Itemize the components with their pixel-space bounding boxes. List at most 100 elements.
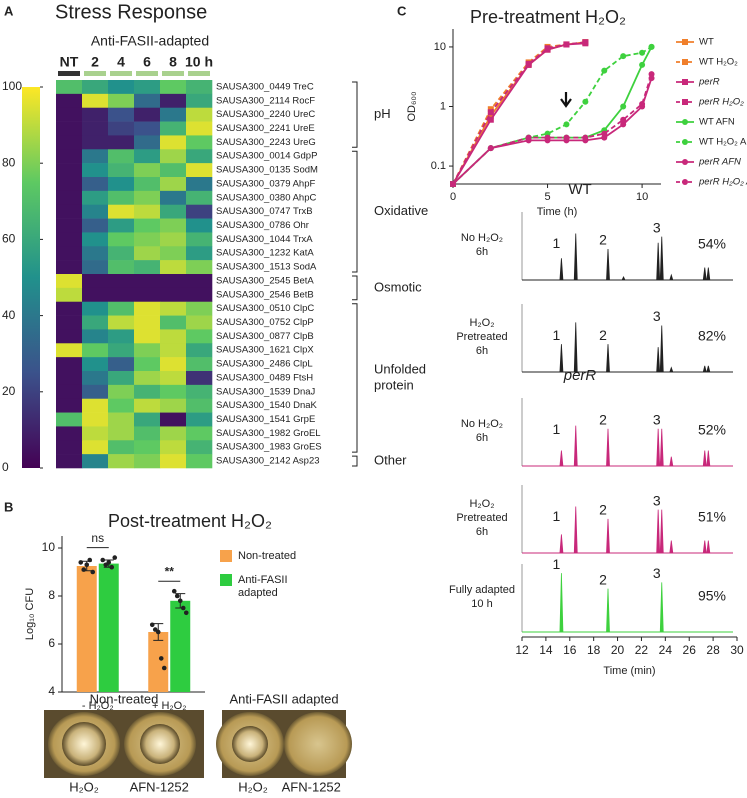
heatmap-cell xyxy=(186,329,213,344)
x-tick-label: 0 xyxy=(450,191,456,203)
heatmap-cell xyxy=(82,93,109,109)
peak-label: 2 xyxy=(599,502,607,518)
row-label: SAUSA300_1044 TrxA xyxy=(216,234,313,245)
legend-marker xyxy=(682,179,688,185)
heatmap-cell xyxy=(82,274,109,289)
heatmap-cell xyxy=(186,232,213,247)
marker xyxy=(487,109,494,116)
percent-label: 52% xyxy=(698,422,726,438)
legend-swatch xyxy=(220,550,232,562)
heatmap-cell xyxy=(108,135,135,150)
peak-label: 3 xyxy=(653,412,661,428)
heatmap-cell xyxy=(108,426,135,441)
trace-label: 10 h xyxy=(471,598,492,610)
heatmap-cell xyxy=(134,218,161,233)
peak-label: 2 xyxy=(599,571,607,587)
peak xyxy=(659,509,664,554)
heatmap-cell xyxy=(56,301,83,316)
heatmap-cell xyxy=(82,246,109,261)
peak-label: 1 xyxy=(553,556,561,572)
heatmap-cell xyxy=(56,274,83,289)
heatmap-cell xyxy=(108,357,135,372)
chart-title: Pre-treatment H₂O₂ xyxy=(470,7,626,27)
peak xyxy=(702,540,707,554)
heatmap-cell xyxy=(56,454,83,469)
heatmap-cell xyxy=(56,343,83,358)
colorbar-label: 0 xyxy=(2,460,9,474)
heatmap-cell xyxy=(134,149,161,164)
heatmap-cell xyxy=(134,177,161,192)
heatmap-cell xyxy=(108,163,135,178)
trace-label: 6h xyxy=(476,432,488,444)
peak-label: 2 xyxy=(599,232,607,248)
heatmap-cell xyxy=(56,426,83,441)
legend-marker xyxy=(682,99,688,105)
heatmap-cell xyxy=(56,93,83,109)
heatmap-cell xyxy=(82,260,109,275)
heatmap-cell xyxy=(108,301,135,316)
heatmap-cell xyxy=(186,287,213,303)
trace-label: H₂O₂ xyxy=(469,498,494,510)
heatmap-cell xyxy=(186,412,213,427)
data-point xyxy=(84,562,90,568)
heatmap-cell xyxy=(160,80,187,95)
marker xyxy=(582,98,589,105)
data-point xyxy=(78,560,84,565)
legend-marker xyxy=(682,159,688,165)
percent-label: 95% xyxy=(698,588,726,604)
peak-label: 1 xyxy=(553,508,561,524)
heatmap-cell xyxy=(56,177,83,192)
data-point xyxy=(177,598,183,604)
group-bracket xyxy=(352,303,358,453)
y-tick-label: 10 xyxy=(434,41,446,53)
marker xyxy=(525,60,532,67)
chart-title: Post-treatment H₂O₂ xyxy=(108,511,272,531)
heatmap-cell xyxy=(186,440,213,455)
heatmap-cell xyxy=(82,163,109,178)
row-label: SAUSA300_0510 ClpC xyxy=(216,303,314,314)
heatmap-cell xyxy=(186,190,213,206)
heatmap-cell xyxy=(160,343,187,358)
heatmap-cell xyxy=(56,371,83,386)
x-tick-label: + H₂O₂ xyxy=(152,700,187,712)
heatmap-cell xyxy=(134,190,161,206)
row-label: SAUSA300_1621 ClpX xyxy=(216,345,314,356)
marker xyxy=(563,121,570,128)
heatmap-cell xyxy=(134,274,161,289)
series-line xyxy=(452,73,653,185)
heatmap-cell xyxy=(160,190,187,206)
peak xyxy=(669,273,674,281)
peak-label: 2 xyxy=(599,327,607,343)
heatmap-cell xyxy=(56,315,83,330)
heatmap-cell xyxy=(56,190,83,206)
photo-label: H₂O₂ xyxy=(69,779,99,794)
group-bracket xyxy=(352,455,358,467)
heatmap-cell xyxy=(134,121,161,136)
heatmap-cell xyxy=(186,343,213,358)
heatmap-cell xyxy=(134,384,161,400)
x-tick-label: 10 xyxy=(636,191,648,203)
peak xyxy=(656,428,661,467)
heatmap-cell xyxy=(82,454,109,469)
heatmap-cell xyxy=(160,287,187,303)
group-label: Osmotic xyxy=(374,279,422,294)
heatmap-cell xyxy=(56,218,83,233)
heatmap-cell xyxy=(108,204,135,219)
legend-marker xyxy=(682,79,688,85)
heatmap-cell xyxy=(134,107,161,122)
peak-label: 1 xyxy=(553,327,561,343)
heatmap-cell xyxy=(108,440,135,455)
heatmap-cell xyxy=(108,177,135,192)
peak xyxy=(659,325,664,373)
heatmap-cell xyxy=(134,93,161,109)
heatmap-cell xyxy=(160,454,187,469)
row-label: SAUSA300_0752 ClpP xyxy=(216,317,314,328)
significance-label: ** xyxy=(165,564,175,578)
heatmap-cell xyxy=(134,440,161,455)
x-tick-label: 20 xyxy=(611,643,625,657)
x-tick-label: 28 xyxy=(706,643,720,657)
marker xyxy=(487,112,494,119)
heatmap-cell xyxy=(82,287,109,303)
marker xyxy=(620,116,627,123)
heatmap-cell xyxy=(160,135,187,150)
